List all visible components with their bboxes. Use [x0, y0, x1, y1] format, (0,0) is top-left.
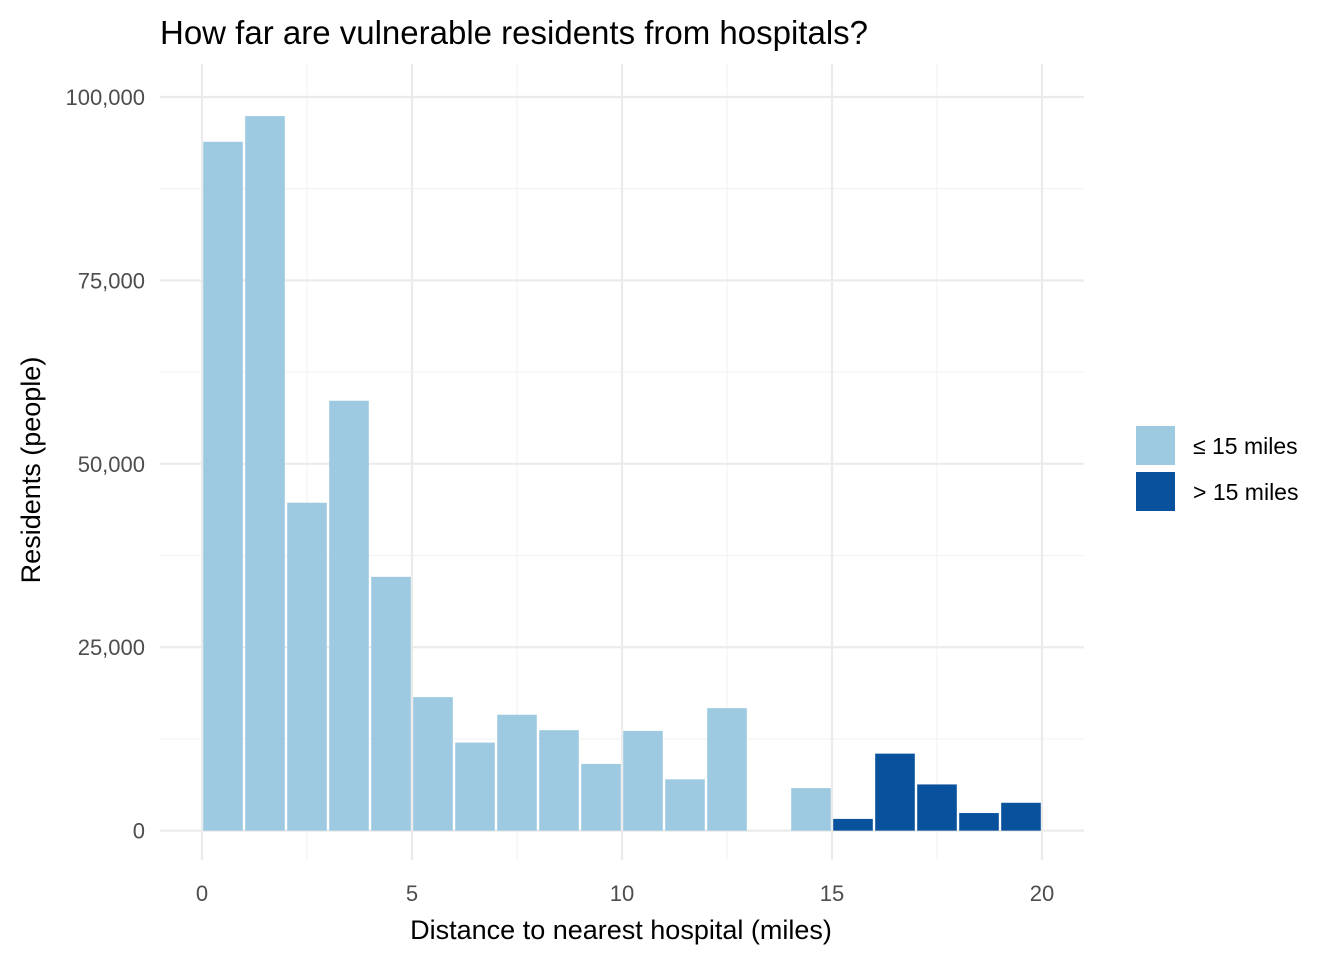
bar-near: [791, 788, 831, 831]
bar-near: [665, 779, 705, 831]
x-tick-label: 5: [406, 881, 418, 906]
legend-key-near: [1136, 426, 1175, 465]
y-tick-label: 100,000: [65, 85, 145, 110]
bars: [203, 116, 1041, 831]
bar-near: [287, 502, 327, 831]
legend-key-far: [1136, 472, 1175, 511]
bar-near: [707, 708, 747, 831]
y-tick-label: 25,000: [78, 635, 145, 660]
y-axis-title: Residents (people): [16, 357, 46, 584]
bar-near: [455, 742, 495, 831]
y-axis-ticks: 0 25,000 50,000 75,000 100,000: [65, 85, 145, 844]
y-tick-label: 75,000: [78, 268, 145, 293]
legend-label-far: > 15 miles: [1193, 479, 1298, 505]
bar-far: [917, 784, 957, 831]
x-axis-ticks: 0 5 10 15 20: [196, 881, 1054, 906]
bar-near: [497, 714, 537, 831]
legend-label-near: ≤ 15 miles: [1193, 433, 1298, 459]
bar-near: [371, 576, 411, 831]
bar-near: [203, 141, 243, 831]
bar-near: [413, 697, 453, 831]
bar-far: [875, 753, 915, 831]
x-tick-label: 0: [196, 881, 208, 906]
chart-title: How far are vulnerable residents from ho…: [160, 14, 868, 51]
bar-near: [329, 400, 369, 831]
gridlines: [160, 64, 1084, 860]
bar-far: [1001, 802, 1041, 831]
bar-near: [245, 116, 285, 831]
x-axis-title: Distance to nearest hospital (miles): [410, 915, 832, 945]
x-tick-label: 15: [820, 881, 844, 906]
bar-near: [623, 730, 663, 831]
bar-near: [581, 763, 621, 831]
legend: ≤ 15 miles > 15 miles: [1136, 426, 1298, 511]
y-tick-label: 50,000: [78, 452, 145, 477]
bar-near: [539, 730, 579, 831]
y-tick-label: 0: [133, 819, 145, 844]
x-tick-label: 10: [610, 881, 634, 906]
x-tick-label: 20: [1030, 881, 1054, 906]
bar-far: [833, 818, 873, 831]
bar-far: [959, 813, 999, 831]
